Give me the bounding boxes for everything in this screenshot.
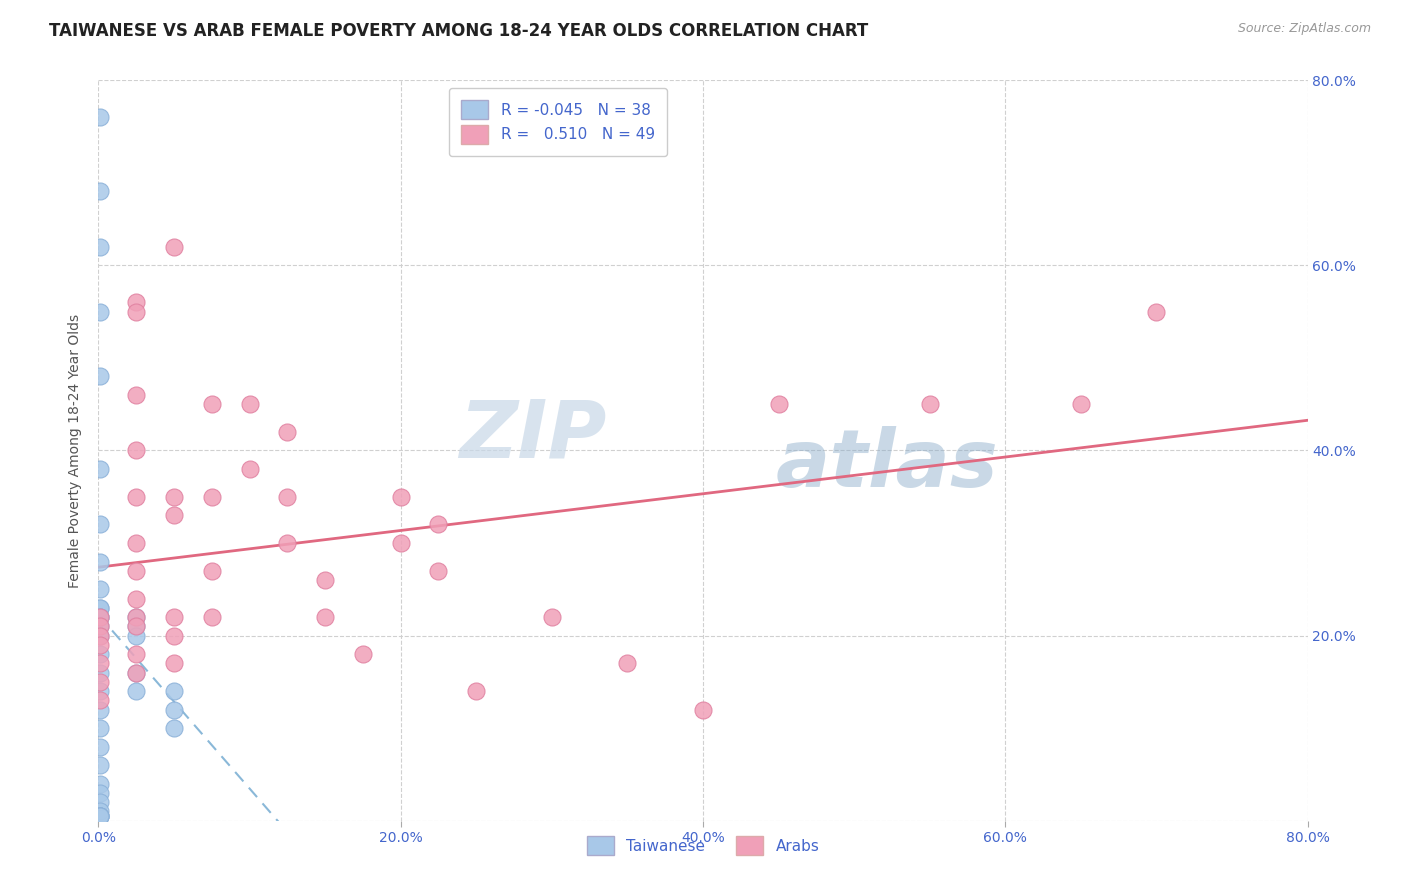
Point — [89, 795, 111, 809]
Point — [89, 657, 111, 671]
Y-axis label: Female Poverty Among 18-24 Year Olds: Female Poverty Among 18-24 Year Olds — [69, 313, 83, 588]
Point — [201, 564, 224, 578]
Point — [125, 610, 148, 624]
Point — [692, 703, 714, 717]
Text: TAIWANESE VS ARAB FEMALE POVERTY AMONG 18-24 YEAR OLDS CORRELATION CHART: TAIWANESE VS ARAB FEMALE POVERTY AMONG 1… — [49, 22, 869, 40]
Point — [163, 628, 186, 642]
Point — [314, 610, 336, 624]
Point — [125, 591, 148, 606]
Point — [89, 786, 111, 800]
Point — [239, 397, 262, 411]
Point — [1144, 304, 1167, 318]
Point — [201, 610, 224, 624]
Point — [89, 628, 111, 642]
Point — [1070, 397, 1092, 411]
Point — [89, 610, 111, 624]
Point — [89, 758, 111, 772]
Point — [768, 397, 790, 411]
Point — [427, 517, 450, 532]
Point — [89, 619, 111, 633]
Point — [125, 295, 148, 310]
Point — [89, 600, 111, 615]
Point — [89, 619, 111, 633]
Point — [89, 628, 111, 642]
Point — [201, 397, 224, 411]
Point — [125, 619, 148, 633]
Point — [125, 564, 148, 578]
Point — [163, 684, 186, 698]
Point — [276, 425, 298, 439]
Point — [89, 610, 111, 624]
Point — [201, 490, 224, 504]
Point — [389, 536, 412, 550]
Point — [125, 388, 148, 402]
Point — [163, 490, 186, 504]
Point — [616, 657, 638, 671]
Point — [89, 184, 111, 198]
Point — [918, 397, 941, 411]
Text: ZIP: ZIP — [458, 397, 606, 475]
Point — [276, 536, 298, 550]
Point — [89, 369, 111, 384]
Point — [89, 684, 111, 698]
Text: Source: ZipAtlas.com: Source: ZipAtlas.com — [1237, 22, 1371, 36]
Point — [125, 665, 148, 680]
Point — [89, 638, 111, 652]
Point — [89, 809, 111, 823]
Point — [89, 462, 111, 476]
Point — [89, 647, 111, 661]
Point — [465, 684, 488, 698]
Point — [352, 647, 374, 661]
Point — [540, 610, 562, 624]
Point — [89, 703, 111, 717]
Point — [163, 508, 186, 523]
Point — [89, 554, 111, 569]
Text: atlas: atlas — [776, 426, 998, 504]
Point — [125, 304, 148, 318]
Point — [89, 776, 111, 791]
Point — [125, 665, 148, 680]
Point — [163, 657, 186, 671]
Point — [276, 490, 298, 504]
Legend: Taiwanese, Arabs: Taiwanese, Arabs — [581, 830, 825, 861]
Point — [125, 684, 148, 698]
Point — [89, 693, 111, 707]
Point — [89, 304, 111, 318]
Point — [125, 610, 148, 624]
Point — [314, 573, 336, 587]
Point — [89, 240, 111, 254]
Point — [89, 809, 111, 823]
Point — [125, 647, 148, 661]
Point — [89, 582, 111, 597]
Point — [125, 536, 148, 550]
Point — [125, 490, 148, 504]
Point — [89, 805, 111, 819]
Point — [163, 610, 186, 624]
Point — [163, 703, 186, 717]
Point — [125, 628, 148, 642]
Point — [125, 443, 148, 458]
Point — [89, 674, 111, 689]
Point — [89, 809, 111, 823]
Point — [89, 610, 111, 624]
Point — [89, 721, 111, 735]
Point — [89, 600, 111, 615]
Point — [389, 490, 412, 504]
Point — [427, 564, 450, 578]
Point — [89, 665, 111, 680]
Point — [89, 809, 111, 823]
Point — [163, 240, 186, 254]
Point — [89, 739, 111, 754]
Point — [89, 110, 111, 124]
Point — [163, 721, 186, 735]
Point — [125, 619, 148, 633]
Point — [239, 462, 262, 476]
Point — [89, 517, 111, 532]
